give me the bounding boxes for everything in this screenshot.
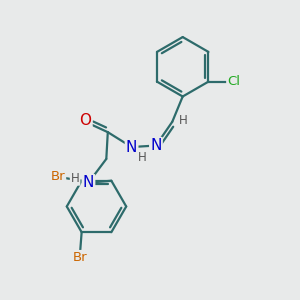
- Text: N: N: [150, 138, 162, 153]
- Text: H: H: [179, 114, 188, 127]
- Text: O: O: [80, 113, 92, 128]
- Text: Cl: Cl: [227, 75, 240, 88]
- Text: Br: Br: [50, 170, 65, 183]
- Text: H: H: [71, 172, 80, 185]
- Text: N: N: [83, 175, 94, 190]
- Text: H: H: [138, 151, 146, 164]
- Text: Br: Br: [73, 251, 88, 264]
- Text: N: N: [126, 140, 137, 154]
